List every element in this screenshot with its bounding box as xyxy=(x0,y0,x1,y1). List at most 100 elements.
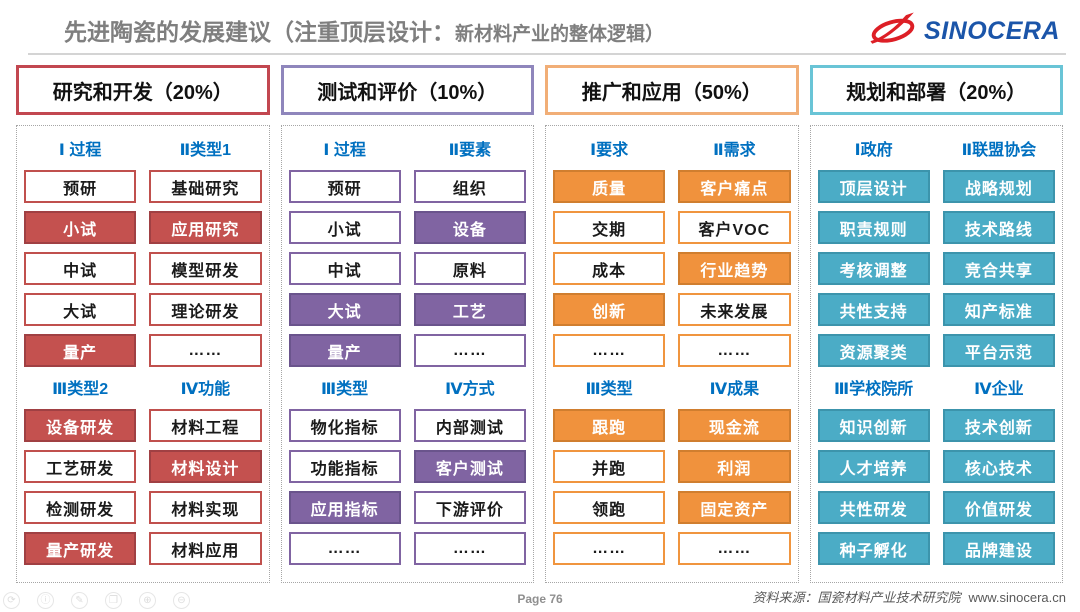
item-box: 理论研发 xyxy=(149,293,262,326)
column-title: 测试和评价（10%） xyxy=(317,81,498,104)
sinocera-swoosh-icon xyxy=(867,8,919,55)
item-box: 技术创新 xyxy=(942,409,1055,442)
group-heading: Ⅲ学校院所 xyxy=(834,381,914,398)
item-box: 价值研发 xyxy=(942,491,1055,524)
item-box: 顶层设计 xyxy=(817,170,930,203)
zoom-out-icon[interactable]: ⊖ xyxy=(173,592,190,609)
column-panel-promotion: Ⅰ要求 质量 交期 成本 创新 …… Ⅱ需求 客户痛点 客户VOC 行业趋势 未… xyxy=(545,125,799,583)
group-heading: Ⅳ企业 xyxy=(974,381,1024,398)
group-heading: Ⅰ政府 xyxy=(854,142,893,159)
item-box: 下游评价 xyxy=(413,491,526,524)
item-box: 材料应用 xyxy=(149,532,262,565)
item-box: 量产 xyxy=(288,334,401,367)
item-box: 职责规则 xyxy=(817,211,930,244)
item-box: …… xyxy=(678,532,791,565)
viewer-toolbar: ⟳ ⓘ ✎ ❐ ⊕ ⊖ xyxy=(3,592,190,609)
section-bottom: Ⅲ类型 跟跑 并跑 领跑 …… Ⅳ成果 现金流 利润 固定资产 …… xyxy=(553,377,791,573)
item-box: 客户痛点 xyxy=(678,170,791,203)
item-box: 功能指标 xyxy=(288,450,401,483)
group-heading: Ⅲ类型2 xyxy=(52,381,109,398)
item-box: 领跑 xyxy=(553,491,666,524)
group-heading: Ⅲ类型 xyxy=(321,381,369,398)
item-box: 技术路线 xyxy=(942,211,1055,244)
page-title: 先进陶瓷的发展建议（注重顶层设计：新材料产业的整体逻辑） xyxy=(64,13,664,47)
item-box: 行业趋势 xyxy=(678,252,791,285)
column-panel-research: Ⅰ 过程 预研 小试 中试 大试 量产 Ⅱ类型1 基础研究 应用研究 模型研发 … xyxy=(16,125,270,583)
item-box: 大试 xyxy=(288,293,401,326)
group-heading: Ⅰ 过程 xyxy=(58,142,102,159)
item-box: 跟跑 xyxy=(553,409,666,442)
group-heading: Ⅳ功能 xyxy=(180,381,231,398)
refresh-icon[interactable]: ⟳ xyxy=(3,592,20,609)
item-box: 物化指标 xyxy=(288,409,401,442)
item-box: 设备 xyxy=(413,211,526,244)
item-box: 利润 xyxy=(678,450,791,483)
item-box: 固定资产 xyxy=(678,491,791,524)
group-alliance: Ⅱ联盟协会 战略规划 技术路线 竞合共享 知产标准 平台示范 xyxy=(942,138,1055,375)
group-heading: Ⅱ联盟协会 xyxy=(961,142,1037,159)
group-type: Ⅲ类型 跟跑 并跑 领跑 …… xyxy=(553,377,666,573)
group-enterprise: Ⅳ企业 技术创新 核心技术 价值研发 品牌建设 xyxy=(942,377,1055,573)
group-heading: Ⅳ方式 xyxy=(445,381,495,398)
item-box: 模型研发 xyxy=(149,252,262,285)
item-box: …… xyxy=(553,334,666,367)
group-type1: Ⅱ类型1 基础研究 应用研究 模型研发 理论研发 …… xyxy=(149,138,262,375)
group-heading: Ⅲ类型 xyxy=(585,381,633,398)
group-heading: Ⅱ要素 xyxy=(448,142,492,159)
source-text: 资料来源：国瓷材料产业技术研究院 xyxy=(752,590,961,605)
item-box: …… xyxy=(413,334,526,367)
copy-icon[interactable]: ❐ xyxy=(105,592,122,609)
group-type: Ⅲ类型 物化指标 功能指标 应用指标 …… xyxy=(288,377,401,573)
item-box: …… xyxy=(678,334,791,367)
item-box: 现金流 xyxy=(678,409,791,442)
info-icon[interactable]: ⓘ xyxy=(37,592,54,609)
item-box: 量产 xyxy=(24,334,137,367)
item-box: 平台示范 xyxy=(942,334,1055,367)
column-research-development: 研究和开发（20%） Ⅰ 过程 预研 小试 中试 大试 量产 Ⅱ类型1 基础研究 xyxy=(16,65,270,583)
item-box: 核心技术 xyxy=(942,450,1055,483)
zoom-in-icon[interactable]: ⊕ xyxy=(139,592,156,609)
column-promotion-application: 推广和应用（50%） Ⅰ要求 质量 交期 成本 创新 …… Ⅱ需求 客户痛点 xyxy=(545,65,799,583)
section-bottom: Ⅲ类型 物化指标 功能指标 应用指标 …… Ⅳ方式 内部测试 客户测试 下游评价… xyxy=(288,377,526,573)
item-box: 品牌建设 xyxy=(942,532,1055,565)
item-box: …… xyxy=(553,532,666,565)
section-top: Ⅰ政府 顶层设计 职责规则 考核调整 共性支持 资源聚类 Ⅱ联盟协会 战略规划 … xyxy=(817,138,1055,375)
item-box: …… xyxy=(413,532,526,565)
item-box: 中试 xyxy=(288,252,401,285)
group-process: Ⅰ 过程 预研 小试 中试 大试 量产 xyxy=(24,138,137,375)
group-results: Ⅳ成果 现金流 利润 固定资产 …… xyxy=(678,377,791,573)
section-bottom: Ⅲ学校院所 知识创新 人才培养 共性研发 种子孵化 Ⅳ企业 技术创新 核心技术 … xyxy=(817,377,1055,573)
item-box: 竞合共享 xyxy=(942,252,1055,285)
page-title-main: 先进陶瓷的发展建议（注重顶层设计： xyxy=(64,19,455,45)
group-government: Ⅰ政府 顶层设计 职责规则 考核调整 共性支持 资源聚类 xyxy=(817,138,930,375)
item-box: 人才培养 xyxy=(817,450,930,483)
group-academia: Ⅲ学校院所 知识创新 人才培养 共性研发 种子孵化 xyxy=(817,377,930,573)
section-top: Ⅰ要求 质量 交期 成本 创新 …… Ⅱ需求 客户痛点 客户VOC 行业趋势 未… xyxy=(553,138,791,375)
item-box: 量产研发 xyxy=(24,532,137,565)
item-box: 工艺 xyxy=(413,293,526,326)
edit-icon[interactable]: ✎ xyxy=(71,592,88,609)
column-title: 规划和部署（20%） xyxy=(846,81,1027,104)
title-divider xyxy=(28,53,1066,55)
group-heading: Ⅰ要求 xyxy=(590,142,629,159)
logo-wordmark: SINOCERA xyxy=(924,17,1060,45)
item-box: 知产标准 xyxy=(942,293,1055,326)
group-heading: Ⅰ 过程 xyxy=(323,142,366,159)
section-bottom: Ⅲ类型2 设备研发 工艺研发 检测研发 量产研发 Ⅳ功能 材料工程 材料设计 材… xyxy=(24,377,262,573)
item-box: 设备研发 xyxy=(24,409,137,442)
item-box: 内部测试 xyxy=(413,409,526,442)
item-box: 小试 xyxy=(288,211,401,244)
item-box: 中试 xyxy=(24,252,137,285)
section-top: Ⅰ 过程 预研 小试 中试 大试 量产 Ⅱ类型1 基础研究 应用研究 模型研发 … xyxy=(24,138,262,375)
item-box: 大试 xyxy=(24,293,137,326)
framework-columns: 研究和开发（20%） Ⅰ 过程 预研 小试 中试 大试 量产 Ⅱ类型1 基础研究 xyxy=(16,65,1063,583)
item-box: 工艺研发 xyxy=(24,450,137,483)
group-requirements: Ⅰ要求 质量 交期 成本 创新 …… xyxy=(553,138,666,375)
column-test-evaluation: 测试和评价（10%） Ⅰ 过程 预研 小试 中试 大试 量产 Ⅱ要素 组织 xyxy=(280,65,534,583)
column-header-planning: 规划和部署（20%） xyxy=(809,65,1063,115)
group-type2: Ⅲ类型2 设备研发 工艺研发 检测研发 量产研发 xyxy=(24,377,137,573)
item-box: 小试 xyxy=(24,211,137,244)
item-box: 应用研究 xyxy=(149,211,262,244)
item-box: 原料 xyxy=(413,252,526,285)
item-box: 检测研发 xyxy=(24,491,137,524)
